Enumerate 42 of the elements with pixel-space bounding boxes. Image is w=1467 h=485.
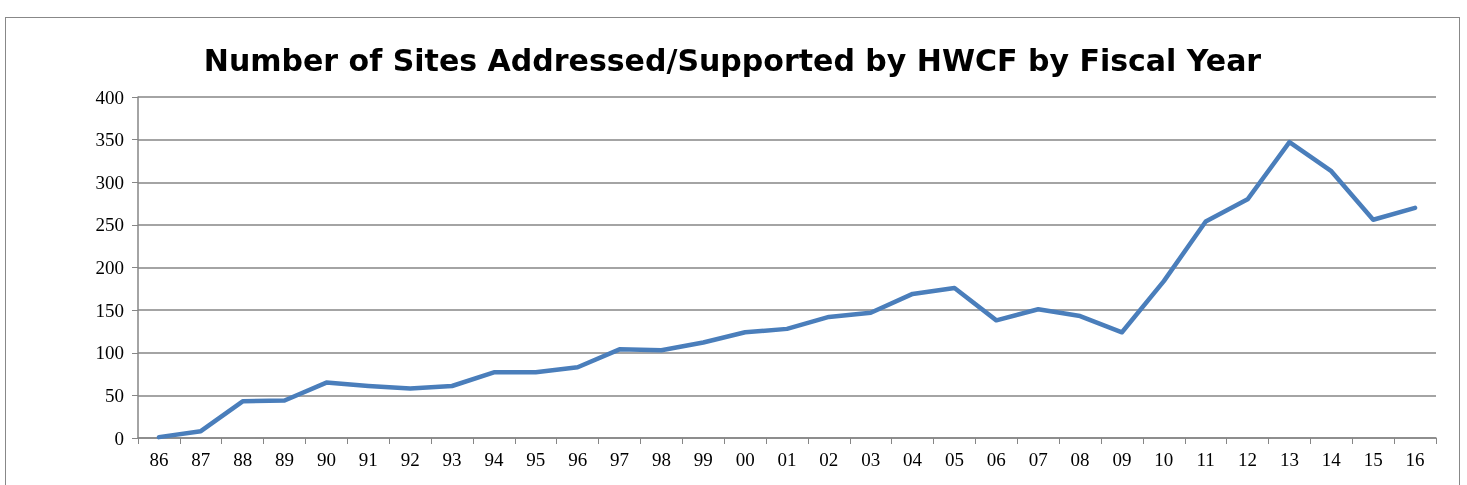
y-tick-label: 50 xyxy=(105,384,124,406)
x-tick-label: 14 xyxy=(1321,449,1342,470)
x-tick-label: 10 xyxy=(1154,449,1174,470)
x-tick-label: 16 xyxy=(1405,449,1425,470)
x-tick-label: 87 xyxy=(191,449,211,470)
x-tick-label: 89 xyxy=(275,449,295,470)
x-tick-label: 06 xyxy=(986,449,1006,470)
x-tick-label: 94 xyxy=(484,449,504,470)
x-tick-label: 09 xyxy=(1112,449,1132,470)
y-tick-label: 400 xyxy=(95,86,124,108)
x-tick-label: 92 xyxy=(400,449,420,470)
y-tick-label: 150 xyxy=(95,299,124,321)
x-tick-label: 98 xyxy=(651,449,671,470)
chart-title: Number of Sites Addressed/Supported by HWCF by Fiscal Year xyxy=(203,42,1262,78)
x-tick-label: 12 xyxy=(1238,449,1258,470)
x-tick-label: 97 xyxy=(610,449,630,470)
x-tick-label: 86 xyxy=(149,449,169,470)
x-tick-label: 04 xyxy=(903,449,923,470)
x-tick-label: 99 xyxy=(693,449,713,470)
x-tick-label: 15 xyxy=(1363,449,1383,470)
x-tick-label: 03 xyxy=(861,449,881,470)
y-tick-label: 350 xyxy=(95,129,124,151)
x-tick-label: 08 xyxy=(1070,449,1090,470)
x-tick-label: 07 xyxy=(1028,449,1048,470)
x-tick-label: 88 xyxy=(233,449,253,470)
x-tick-label: 95 xyxy=(526,449,546,470)
x-tick-label: 91 xyxy=(358,449,378,470)
x-tick-label: 13 xyxy=(1279,449,1299,470)
y-tick-label: 200 xyxy=(95,257,124,278)
x-tick-label: 93 xyxy=(442,449,462,470)
line-series xyxy=(156,139,1418,440)
x-tick-label: 11 xyxy=(1196,449,1215,470)
y-tick-label: 300 xyxy=(95,171,124,193)
y-tick-label: 250 xyxy=(95,214,124,236)
y-tick-label: 100 xyxy=(95,342,124,364)
x-tick-label: 02 xyxy=(819,449,839,470)
x-tick-label: 00 xyxy=(735,449,755,470)
x-tick-label: 01 xyxy=(777,449,797,470)
x-tick-label: 05 xyxy=(944,449,964,470)
x-tick-label: 90 xyxy=(316,449,336,470)
y-tick-label: 0 xyxy=(114,427,124,449)
x-tick-label: 96 xyxy=(568,449,588,470)
